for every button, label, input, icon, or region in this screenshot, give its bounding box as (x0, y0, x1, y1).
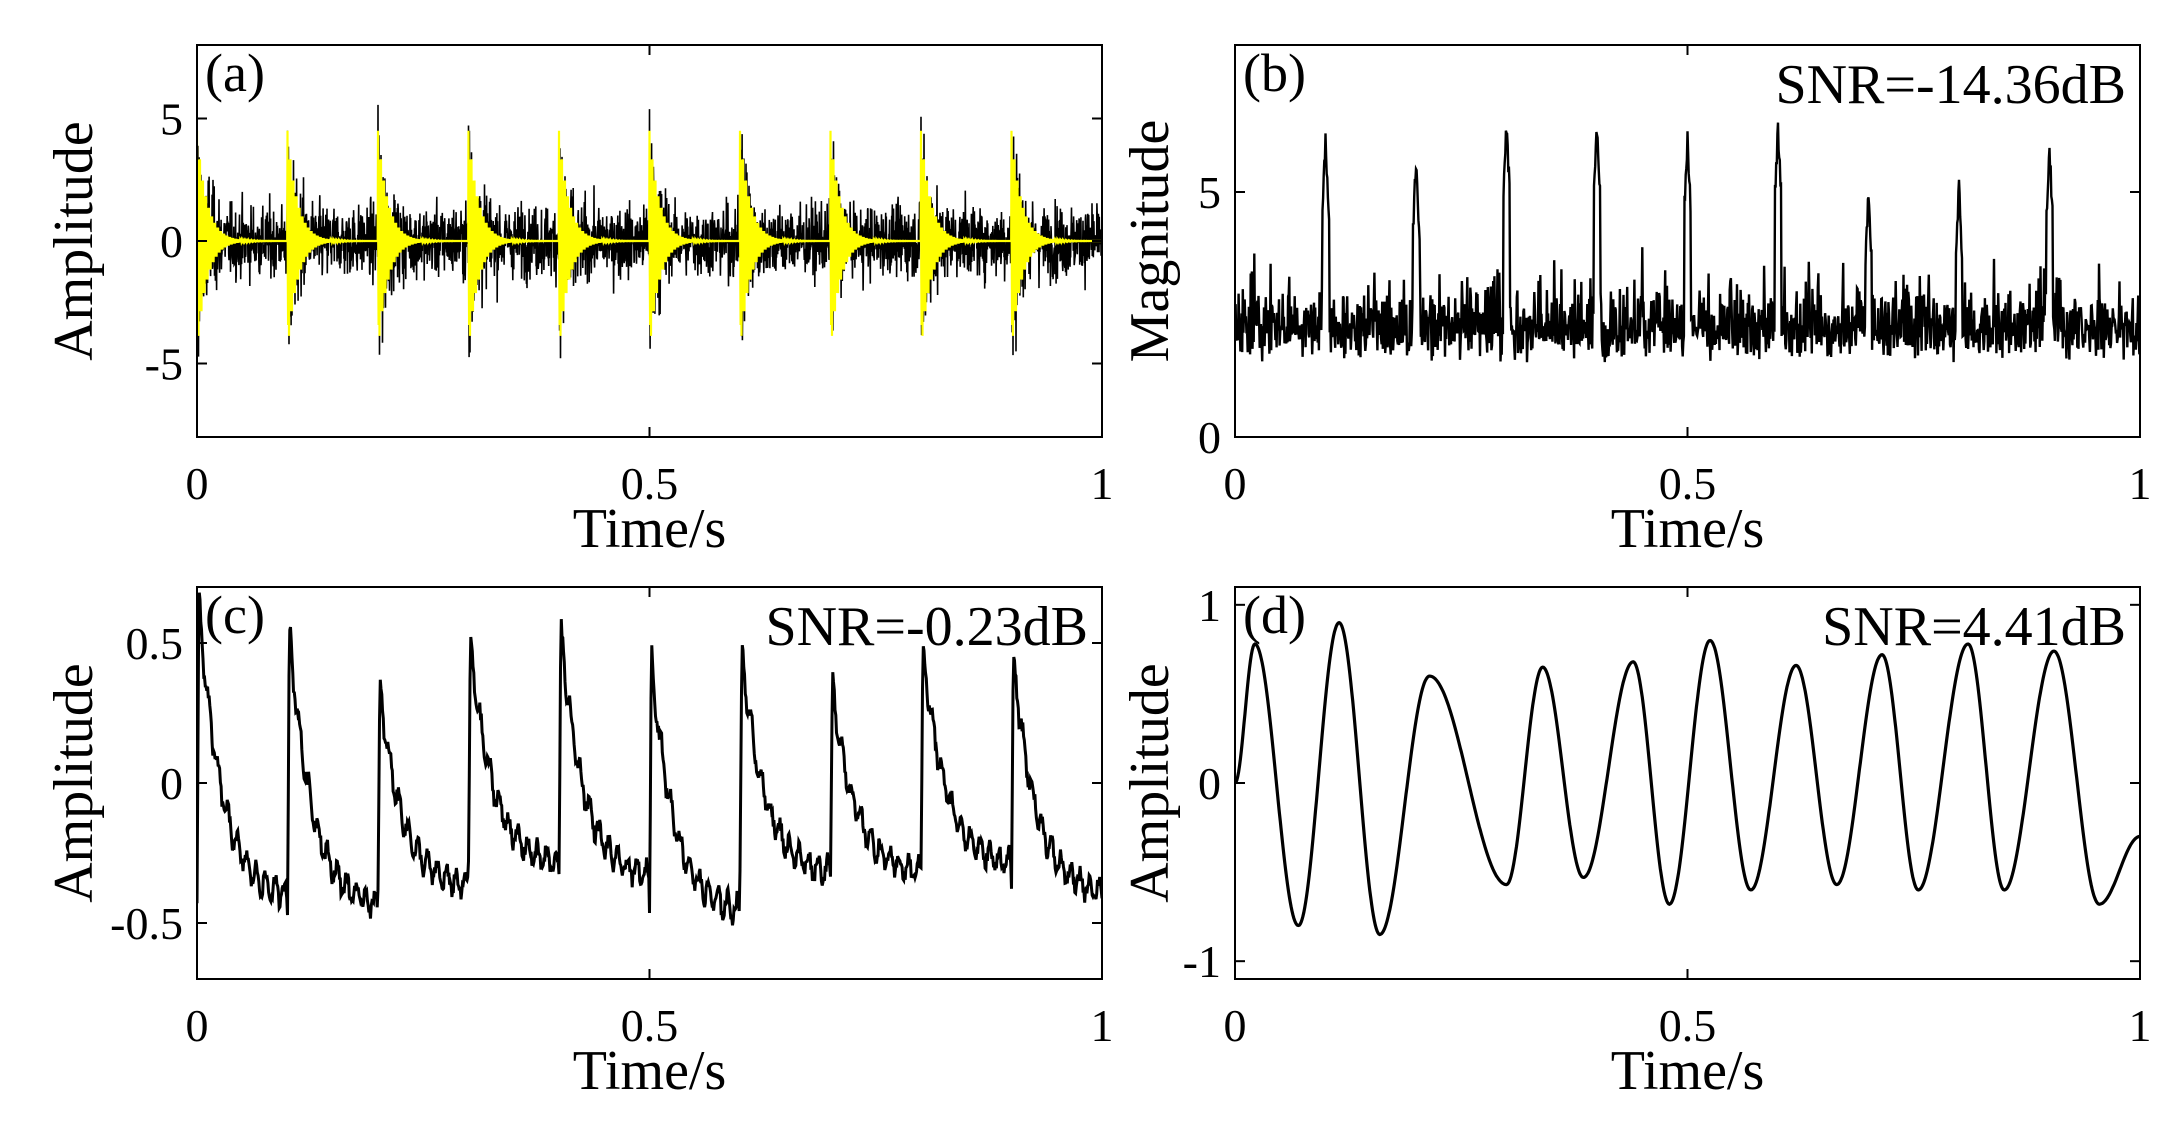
x-tick-label: 1 (1091, 1000, 1114, 1051)
y-tick-label: 0 (160, 216, 183, 267)
y-tick-label: 0 (1198, 412, 1221, 463)
x-tick-label: 0 (1224, 458, 1247, 509)
x-tick-label: 0.5 (621, 1000, 679, 1051)
snr-annotation: SNR=4.41dB (1822, 596, 2126, 658)
y-tick-label: 5 (160, 94, 183, 145)
x-axis-label: Time/s (573, 498, 727, 560)
y-tick-label: 0 (160, 758, 183, 809)
y-tick-label: 0.5 (126, 618, 184, 669)
x-tick-label: 1 (1091, 458, 1114, 509)
panel-label: (c) (205, 585, 265, 645)
y-tick-label: 0 (1198, 758, 1221, 809)
plot-area-c (197, 592, 1102, 926)
snr-annotation: SNR=-14.36dB (1775, 54, 2126, 116)
plot-area-d (1235, 620, 2140, 937)
y-axis-label: Amplitude (43, 121, 105, 361)
series-impulse-component (197, 130, 1102, 336)
x-axis-label: Time/s (573, 1040, 727, 1102)
panel-label: (d) (1243, 585, 1306, 645)
y-tick-label: -0.5 (110, 898, 183, 949)
plot-area-a (197, 102, 1102, 359)
x-tick-label: 1 (2129, 1000, 2152, 1051)
y-tick-label: -5 (145, 339, 183, 390)
x-tick-label: 0.5 (1659, 458, 1717, 509)
snr-annotation: SNR=-0.23dB (765, 596, 1088, 658)
x-tick-label: 0 (186, 458, 209, 509)
y-tick-label: 5 (1198, 167, 1221, 218)
x-axis-label: Time/s (1611, 1040, 1765, 1102)
plot-area-b (1235, 122, 2140, 363)
y-tick-label: 1 (1198, 580, 1221, 631)
y-axis-label: Amplitude (1119, 663, 1181, 903)
y-axis-label: Magnitude (1119, 120, 1181, 363)
y-tick-label: -1 (1183, 936, 1221, 987)
series-denoised-signal (1235, 620, 2140, 937)
series-noisy-signal (197, 102, 1102, 359)
y-axis-label: Amplitude (43, 663, 105, 903)
series-envelope-magnitude (1235, 122, 2140, 363)
x-tick-label: 0 (1224, 1000, 1247, 1051)
x-tick-label: 0 (186, 1000, 209, 1051)
x-axis-label: Time/s (1611, 498, 1765, 560)
x-tick-label: 0.5 (1659, 1000, 1717, 1051)
panel-b: 0 0.5 1 0 5 Time/s Magnitude (b) SNR=-14.36dB (1119, 43, 2152, 560)
panel-a: 0 0.5 1 -5 0 5 Time/s Amplitude (a) (43, 43, 1114, 560)
x-tick-label: 1 (2129, 458, 2152, 509)
x-tick-label: 0.5 (621, 458, 679, 509)
series-denoised-signal (197, 592, 1102, 926)
panel-label: (b) (1243, 43, 1306, 103)
panel-label: (a) (205, 43, 265, 103)
